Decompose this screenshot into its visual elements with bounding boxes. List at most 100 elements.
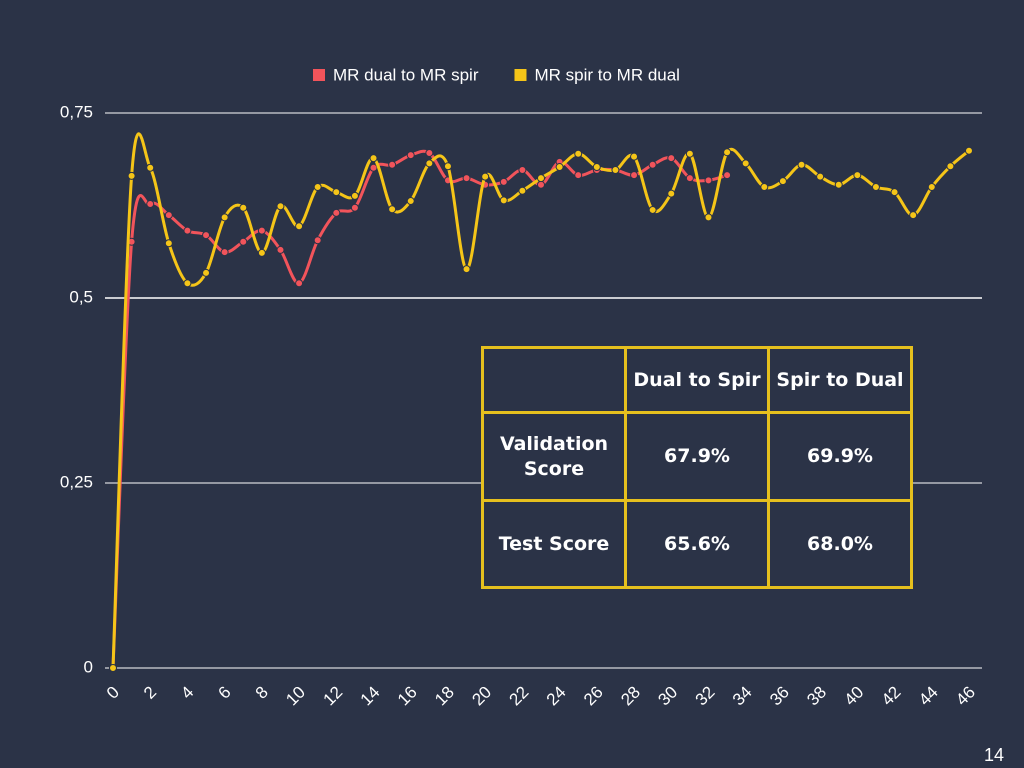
data-point: [109, 664, 117, 672]
data-point: [499, 177, 508, 186]
data-point: [946, 162, 955, 171]
data-point: [295, 279, 304, 288]
data-point: [704, 176, 713, 185]
legend-label: MR dual to MR spir: [333, 65, 479, 84]
legend-label: MR spir to MR dual: [534, 65, 679, 84]
x-tick-label: 0: [103, 683, 123, 703]
data-point: [537, 180, 545, 189]
data-point: [834, 180, 843, 189]
x-tick-label: 36: [766, 683, 793, 710]
x-tick-label: 12: [319, 683, 346, 710]
x-tick-label: 20: [468, 683, 495, 710]
data-point: [350, 191, 359, 200]
data-point: [350, 203, 359, 212]
data-point: [406, 151, 415, 160]
y-tick-label: 0,75: [60, 102, 93, 121]
x-tick-label: 38: [803, 683, 830, 710]
data-point: [202, 231, 211, 240]
data-point: [778, 177, 787, 186]
data-point: [462, 265, 471, 274]
data-point: [816, 172, 825, 181]
data-point: [518, 165, 527, 174]
table-cell: 69.9%: [767, 411, 913, 502]
x-tick-label: 4: [177, 683, 197, 703]
score-table: Dual to Spir Spir to Dual Validation Sco…: [481, 346, 913, 589]
x-tick-label: 8: [252, 683, 272, 703]
table-corner: [481, 346, 627, 414]
data-point: [555, 163, 564, 172]
data-point: [183, 279, 192, 288]
row-header: Test Score: [481, 499, 627, 589]
data-point: [313, 236, 322, 245]
data-point: [425, 148, 434, 157]
data-point: [332, 208, 341, 217]
data-point: [667, 154, 676, 163]
x-tick-label: 40: [841, 683, 868, 710]
data-point: [369, 154, 378, 163]
y-tick-label: 0,25: [60, 472, 93, 491]
page-number: 14: [983, 745, 1004, 765]
x-tick-label: 14: [357, 683, 384, 710]
x-tick-label: 26: [580, 683, 607, 710]
x-tick-label: 30: [654, 683, 681, 710]
data-point: [332, 188, 341, 197]
x-tick-label: 18: [431, 683, 458, 710]
data-point: [183, 226, 192, 235]
data-point: [388, 160, 397, 169]
series: [109, 132, 973, 672]
table-cell: 65.6%: [624, 499, 770, 589]
data-point: [648, 160, 657, 169]
x-tick-label: 44: [915, 683, 942, 710]
data-point: [518, 186, 527, 195]
data-point: [760, 183, 769, 191]
x-tick-label: 32: [692, 683, 719, 710]
data-point: [202, 268, 211, 277]
x-tick-label: 24: [543, 683, 570, 710]
data-point: [127, 171, 136, 180]
x-tick-label: 22: [506, 683, 533, 710]
data-point: [723, 148, 732, 157]
data-point: [667, 189, 676, 198]
data-point: [909, 211, 918, 220]
legend-swatch: [514, 69, 527, 81]
x-tick-label: 2: [140, 683, 160, 703]
x-tick-label: 10: [282, 683, 309, 710]
data-point: [257, 226, 266, 235]
data-point: [276, 245, 285, 254]
data-point: [164, 239, 173, 248]
data-point: [369, 163, 378, 172]
data-point: [648, 205, 657, 214]
data-point: [146, 163, 155, 172]
data-point: [499, 196, 508, 205]
table-cell: 67.9%: [624, 411, 770, 502]
data-point: [890, 188, 899, 197]
data-point: [406, 197, 415, 206]
data-point: [443, 162, 452, 171]
data-point: [257, 248, 266, 257]
x-tick-label: 6: [215, 683, 235, 703]
x-tick-label: 28: [617, 683, 644, 710]
data-point: [146, 200, 155, 209]
data-point: [164, 211, 173, 220]
column-header: Dual to Spir: [624, 346, 770, 414]
data-point: [239, 237, 248, 246]
x-tick-label: 16: [394, 683, 421, 710]
data-point: [797, 160, 806, 169]
legend-swatch: [313, 69, 325, 81]
data-point: [611, 165, 620, 174]
data-point: [723, 171, 732, 180]
data-point: [965, 146, 973, 155]
data-point: [295, 222, 304, 231]
x-tick-label: 46: [952, 683, 979, 710]
data-point: [220, 213, 229, 222]
data-point: [741, 159, 750, 168]
data-point: [871, 183, 880, 191]
data-point: [481, 172, 490, 181]
data-point: [462, 174, 471, 183]
data-point: [537, 174, 545, 183]
data-point: [853, 171, 862, 180]
table-cell: 68.0%: [767, 499, 913, 589]
data-point: [574, 171, 583, 180]
x-tick-label: 42: [878, 683, 905, 710]
